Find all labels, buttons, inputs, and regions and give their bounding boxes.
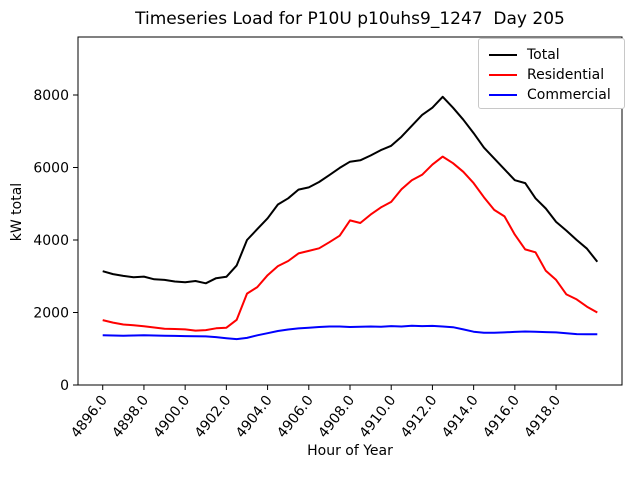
x-tick-label: 4914.0 (439, 393, 482, 441)
x-tick-label: 4916.0 (480, 393, 523, 441)
y-axis-label: kW total (9, 182, 25, 242)
y-tick-label: 8000 (33, 88, 69, 104)
legend-residential-line-sample (489, 74, 517, 76)
y-tick-label: 2000 (33, 306, 69, 322)
x-tick-label: 4910.0 (357, 393, 400, 441)
legend-total-line-sample (489, 54, 517, 56)
x-tick-label: 4906.0 (274, 393, 317, 441)
series-line-residential (102, 155, 598, 332)
series-line-total (102, 95, 599, 285)
y-tick-label: 0 (60, 378, 69, 394)
x-tick-label: 4912.0 (398, 393, 441, 441)
x-axis-label: Hour of Year (307, 443, 393, 459)
series-line-commercial (102, 324, 598, 341)
legend-row-total: Total (488, 45, 616, 65)
legend-label-residential: Residential (527, 67, 605, 83)
legend-label-commercial: Commercial (527, 87, 611, 103)
legend-commercial-line-sample (489, 94, 517, 96)
x-tick-label: 4902.0 (192, 393, 235, 441)
y-tick-label: 4000 (33, 233, 69, 249)
legend-label-total: Total (527, 47, 560, 63)
x-tick-label: 4908.0 (315, 393, 358, 441)
legend: Total Residential Commercial (478, 38, 625, 109)
x-tick-label: 4900.0 (151, 393, 194, 441)
x-tick-label: 4896.0 (68, 393, 111, 441)
y-tick-label: 6000 (33, 161, 69, 177)
chart-title: Timeseries Load for P10U p10uhs9_1247 Da… (135, 9, 565, 29)
x-tick-label: 4918.0 (521, 393, 564, 441)
legend-row-commercial: Commercial (488, 85, 616, 105)
x-tick-label: 4898.0 (109, 393, 152, 441)
legend-row-residential: Residential (488, 65, 616, 85)
x-tick-label: 4904.0 (233, 393, 276, 441)
